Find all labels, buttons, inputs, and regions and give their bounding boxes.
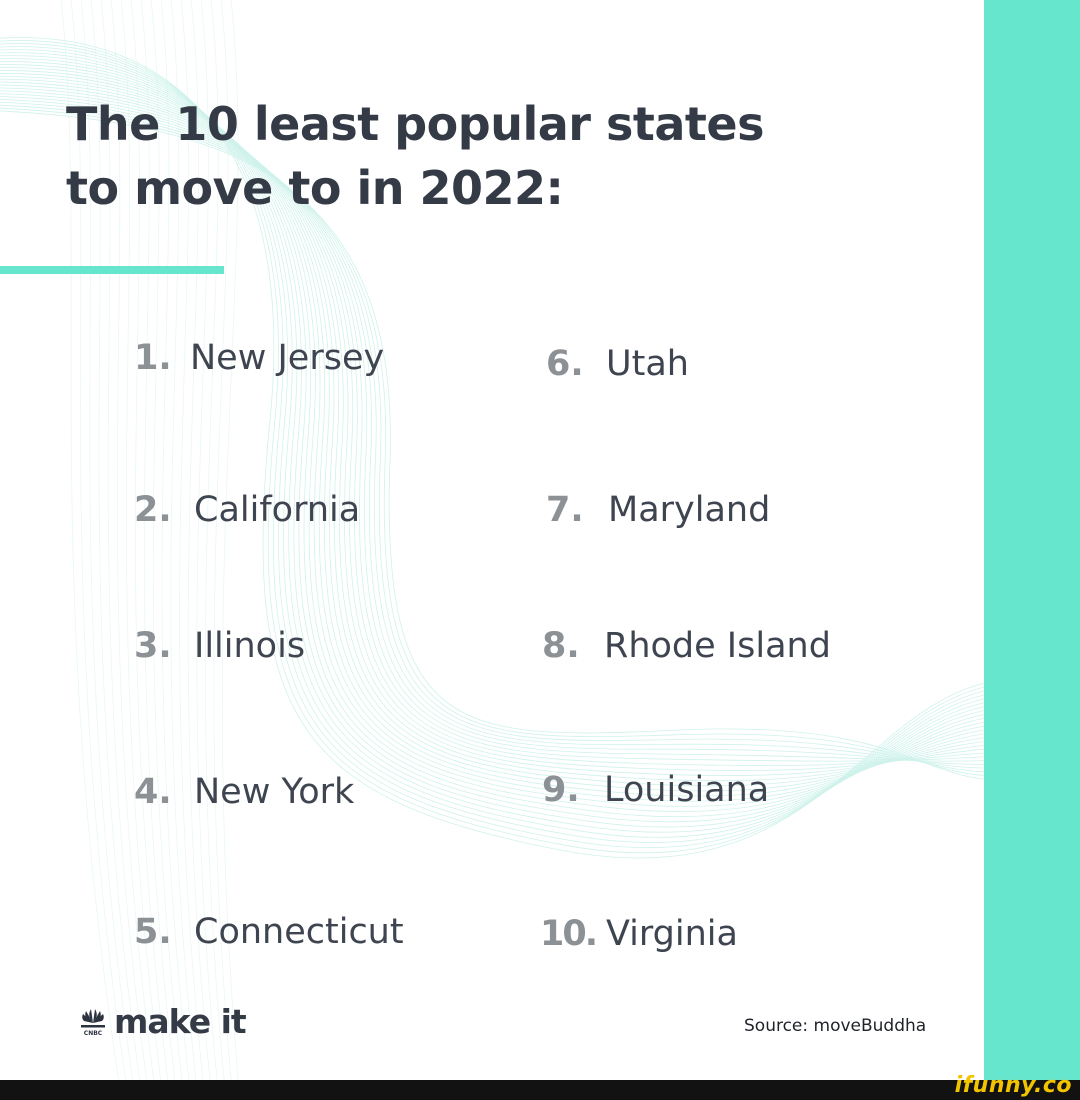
- state-name: Virginia: [606, 914, 738, 954]
- rank-number: 2.: [134, 490, 172, 530]
- list-item-1: 1. New Jersey: [134, 336, 384, 380]
- list-item-9: 9. Louisiana: [542, 768, 769, 812]
- rank-number: 10.: [540, 914, 598, 954]
- rank-number: 8.: [542, 626, 580, 666]
- list-item-6: 6. Utah: [546, 342, 689, 386]
- rank-number: 1.: [134, 338, 172, 378]
- list-item-5: 5. Connecticut: [134, 910, 404, 954]
- list-item-3: 3. Illinois: [134, 624, 305, 668]
- state-name: New York: [194, 772, 355, 812]
- rank-number: 7.: [546, 490, 584, 530]
- page-title: The 10 least popular states to move to i…: [66, 92, 946, 220]
- rank-number: 4.: [134, 772, 172, 812]
- list-item-8: 8. Rhode Island: [542, 624, 831, 668]
- title-underline: [0, 266, 224, 274]
- rank-number: 5.: [134, 912, 172, 952]
- state-name: California: [194, 490, 361, 530]
- footer-bar: [0, 1080, 1080, 1100]
- state-name: Utah: [606, 344, 689, 384]
- rank-number: 9.: [542, 770, 580, 810]
- rank-number: 6.: [546, 344, 584, 384]
- source-credit: Source: moveBuddha: [744, 1016, 927, 1036]
- state-name: New Jersey: [190, 338, 385, 378]
- brand-logo: CNBC make it: [78, 1002, 247, 1041]
- state-name: Connecticut: [194, 912, 404, 952]
- state-name: Rhode Island: [604, 626, 831, 666]
- state-name: Illinois: [194, 626, 306, 666]
- title-line-2: to move to in 2022:: [66, 161, 564, 215]
- watermark: ifunny.co: [954, 1073, 1072, 1098]
- accent-stripe: [984, 0, 1080, 1080]
- list-item-4: 4. New York: [134, 770, 354, 814]
- list-item-10: 10. Virginia: [540, 912, 738, 956]
- peacock-icon: CNBC: [81, 1008, 105, 1037]
- state-name: Maryland: [608, 490, 771, 530]
- brand-name: make it: [114, 1002, 247, 1041]
- state-name: Louisiana: [604, 770, 770, 810]
- title-line-1: The 10 least popular states: [66, 97, 764, 151]
- list-item-2: 2. California: [134, 488, 360, 532]
- list-item-7: 7. Maryland: [546, 488, 770, 532]
- logo-caption: CNBC: [84, 1030, 103, 1037]
- rank-number: 3.: [134, 626, 172, 666]
